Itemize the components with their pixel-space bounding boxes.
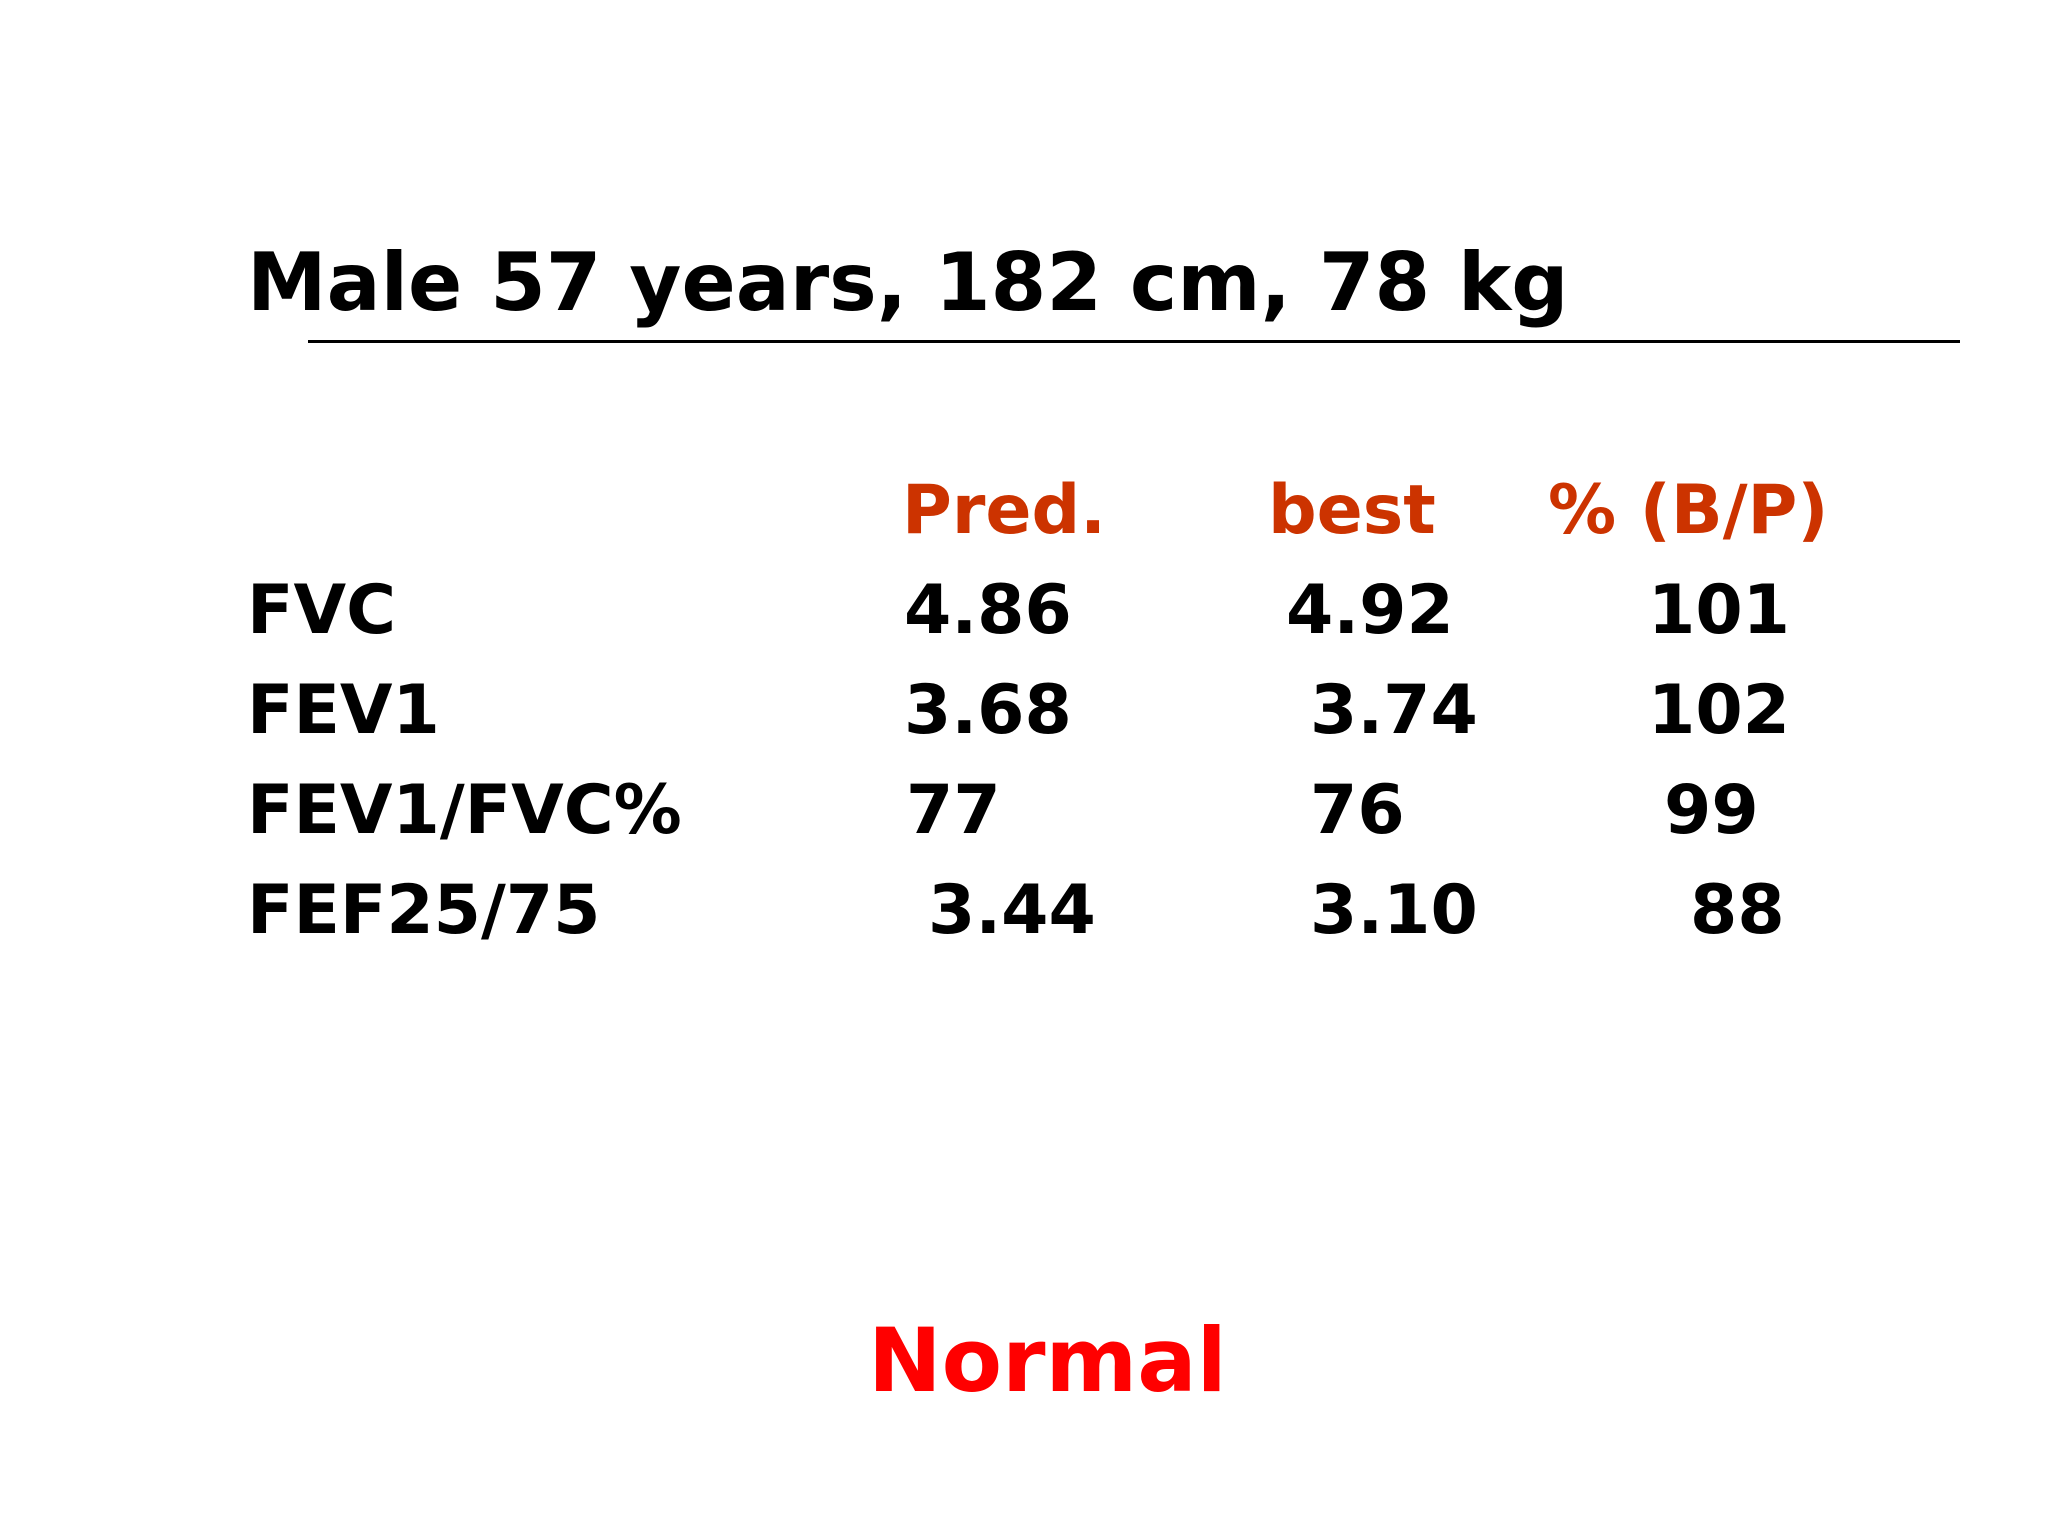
slide-title: Male 57 years, 182 cm, 78 kg [247, 236, 1569, 329]
cell-fvc-best: 4.92 [1286, 571, 1454, 650]
cell-fev1-best: 3.74 [1310, 671, 1478, 750]
header-percent: % (B/P) [1548, 471, 1829, 550]
cell-fvc-pred: 4.86 [904, 571, 1072, 650]
header-best: best [1268, 471, 1436, 550]
row-label-fvc: FVC [247, 571, 396, 650]
cell-fev1-fvc-pred: 77 [906, 771, 1001, 850]
cell-fev1-pred: 3.68 [904, 671, 1072, 750]
cell-fef25-75-percent: 88 [1690, 871, 1785, 950]
cell-fef25-75-best: 3.10 [1310, 871, 1478, 950]
verdict-text: Normal [868, 1309, 1227, 1412]
cell-fvc-percent: 101 [1648, 571, 1790, 650]
cell-fev1-percent: 102 [1648, 671, 1790, 750]
row-label-fef25-75: FEF25/75 [247, 871, 601, 950]
cell-fev1-fvc-best: 76 [1310, 771, 1405, 850]
cell-fef25-75-pred: 3.44 [928, 871, 1096, 950]
title-underline [308, 340, 1960, 343]
cell-fev1-fvc-percent: 99 [1664, 771, 1759, 850]
row-label-fev1: FEV1 [247, 671, 440, 750]
header-pred: Pred. [902, 471, 1106, 550]
row-label-fev1-fvc: FEV1/FVC% [247, 771, 682, 850]
